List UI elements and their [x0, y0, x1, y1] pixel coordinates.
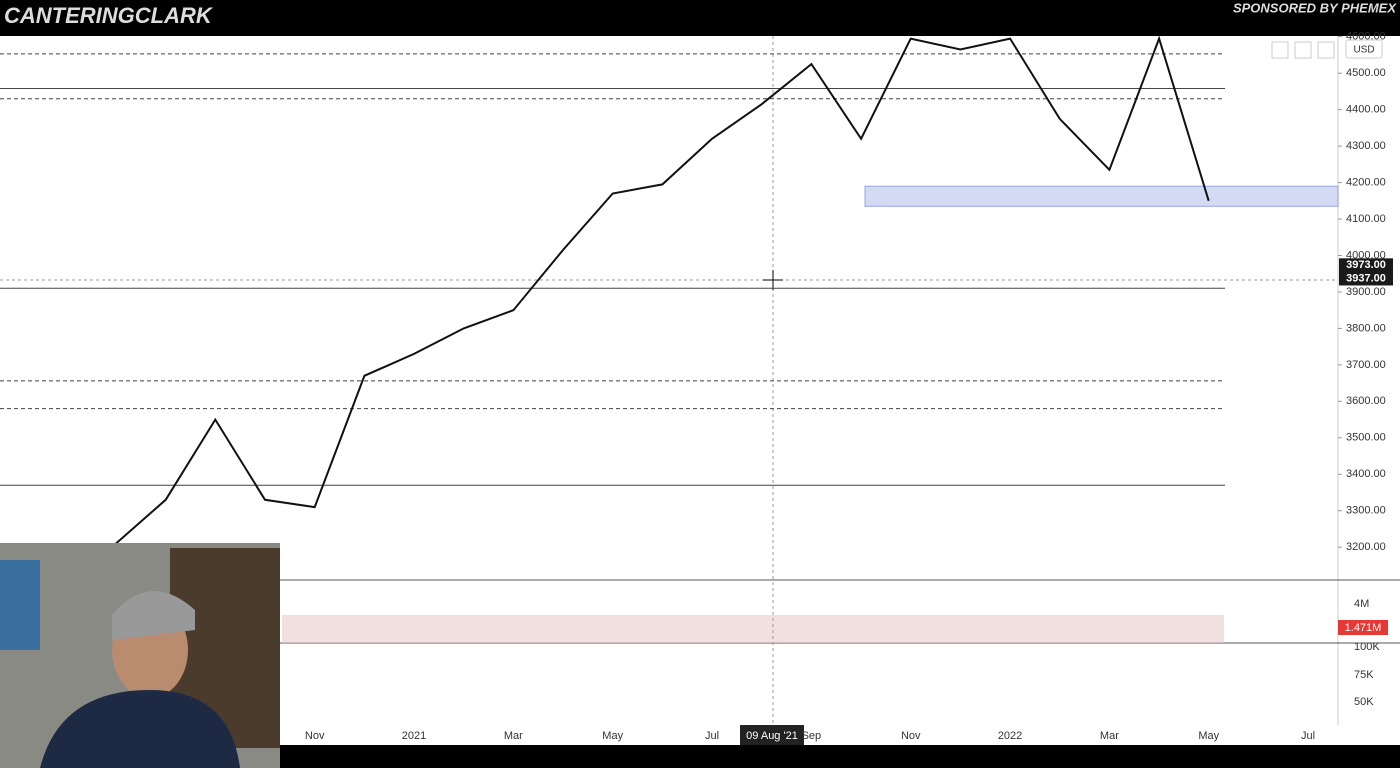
zone: [864, 185, 1339, 207]
currency[interactable]: USD: [1353, 45, 1374, 56]
volume-axis-label: 100K: [1354, 641, 1380, 653]
y-tick-label: 4100.00: [1346, 213, 1386, 225]
y-tick-label: 4300.00: [1346, 140, 1386, 152]
price-tag: 3937.00: [1346, 272, 1386, 284]
y-tick-label: 3800.00: [1346, 322, 1386, 334]
y-tick-label: 3400.00: [1346, 468, 1386, 480]
hoodie: [40, 690, 240, 768]
channel-name: CANTERINGCLARK: [4, 3, 214, 28]
painting: [0, 560, 40, 650]
volume-axis-label: 50K: [1354, 696, 1374, 708]
x-tick-label: Jul: [1301, 730, 1315, 742]
x-tick-label: Mar: [1100, 730, 1119, 742]
x-tick-label: Nov: [305, 730, 325, 742]
y-tick-label: 4600.00: [1346, 31, 1386, 43]
y-tick-label: 3600.00: [1346, 395, 1386, 407]
x-tick-label: 2021: [402, 730, 426, 742]
webcam: [0, 543, 280, 768]
x-tick-label: Sep: [802, 730, 822, 742]
price-tag-box: [1339, 258, 1393, 273]
y-tick-label: 3900.00: [1346, 286, 1386, 298]
y-tick-label: 4500.00: [1346, 67, 1386, 79]
x-tick-label: May: [1198, 730, 1219, 742]
y-tick-label: 3300.00: [1346, 505, 1386, 517]
y-tick-label: 4200.00: [1346, 176, 1386, 188]
button[interactable]: [1271, 41, 1289, 59]
x-tick-label: Jul: [705, 730, 719, 742]
button[interactable]: [1317, 41, 1335, 59]
currency-button[interactable]: [1345, 39, 1383, 59]
sponsor: SPONSORED BY PHEMEX: [1233, 0, 1397, 15]
price-tag-box: [1339, 271, 1393, 286]
x-tick-label: Nov: [901, 730, 921, 742]
crosshair: [763, 270, 783, 290]
x-tick-label: May: [602, 730, 623, 742]
volume-band: [282, 615, 1224, 643]
price-line: [115, 35, 1210, 545]
bottom-bar: [0, 745, 1400, 768]
price-tag: 3973.00: [1346, 259, 1386, 271]
volume-axis-label: 4M: [1354, 598, 1369, 610]
x-tick-label: Mar: [504, 730, 523, 742]
crosshair-date-box: [740, 725, 804, 745]
x-tick-label: 2022: [998, 730, 1022, 742]
button[interactable]: [1294, 41, 1312, 59]
crosshair-date: 09 Aug '21: [746, 730, 798, 742]
volume-axis-label: 75K: [1354, 669, 1374, 681]
y-tick-label: 3200.00: [1346, 541, 1386, 553]
cap: [112, 591, 195, 640]
volume-tag: [1338, 620, 1388, 635]
volume-last: 1.471M: [1345, 622, 1382, 634]
y-tick-label: 3500.00: [1346, 432, 1386, 444]
y-tick-label: 4400.00: [1346, 104, 1386, 116]
top-bar: [0, 0, 1400, 36]
y-tick-label: 3700.00: [1346, 359, 1386, 371]
